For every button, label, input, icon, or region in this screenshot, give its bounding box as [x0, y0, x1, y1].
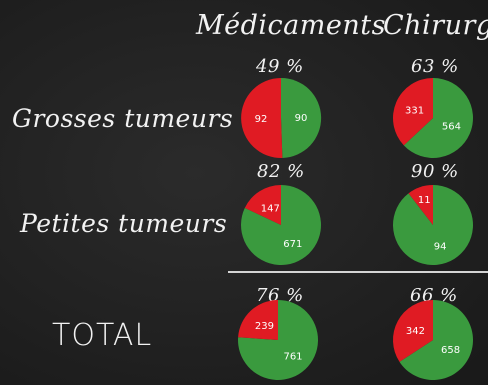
- pie-grosses-medicaments: 90 92: [241, 77, 322, 158]
- pie-slice-red: [244, 185, 281, 225]
- pie-label-green: 658: [441, 345, 460, 356]
- pie-petites-chirurgie: 94 11: [393, 185, 474, 265]
- pie-slice-green: [399, 300, 473, 381]
- pie-slice-red: [241, 78, 283, 158]
- pie-slice-red: [392, 299, 433, 362]
- percent-petites-chirurgie: 90 %: [411, 161, 459, 182]
- column-title-medicaments: Médicaments: [196, 10, 386, 41]
- pie-label-red: 147: [261, 204, 280, 215]
- column-title-chirurgie: Chirurgie: [383, 10, 488, 41]
- total-divider-line: [228, 271, 488, 273]
- pie-label-red: 342: [406, 326, 425, 337]
- pie-label-red: 92: [255, 114, 268, 125]
- pie-label-red: 11: [418, 195, 431, 206]
- pie-label-green: 564: [442, 122, 461, 133]
- pie-total-medicaments: 761 239: [238, 300, 319, 381]
- pie-slice-green: [238, 300, 319, 381]
- row-label-total: TOTAL: [52, 318, 153, 353]
- pie-label-green: 671: [283, 239, 302, 250]
- pie-label-green: 94: [434, 241, 447, 252]
- pie-label-red: 331: [405, 106, 424, 117]
- pie-label-red: 239: [255, 321, 274, 332]
- percent-total-chirurgie: 66 %: [410, 285, 458, 306]
- pie-total-chirurgie: 658 342: [392, 299, 473, 381]
- pie-label-green: 90: [295, 113, 308, 124]
- percent-grosses-medicaments: 49 %: [256, 56, 304, 77]
- pie-slice-red: [392, 78, 433, 146]
- pie-grosses-chirurgie: 564 331: [392, 78, 473, 158]
- pie-slice-red: [408, 185, 433, 225]
- row-label-grosses-tumeurs: Grosses tumeurs: [12, 104, 234, 133]
- row-label-petites-tumeurs: Petites tumeurs: [20, 209, 228, 238]
- percent-total-medicaments: 76 %: [256, 285, 304, 306]
- percent-grosses-chirurgie: 63 %: [411, 56, 459, 77]
- pie-label-green: 761: [283, 352, 302, 363]
- pie-slice-red: [238, 300, 278, 340]
- pie-slice-green: [403, 78, 473, 158]
- pie-slice-green: [393, 185, 474, 265]
- percent-petites-medicaments: 82 %: [257, 161, 305, 182]
- pie-slice-green: [281, 77, 322, 158]
- pie-slice-green: [241, 185, 322, 265]
- pie-petites-medicaments: 671 147: [241, 185, 322, 265]
